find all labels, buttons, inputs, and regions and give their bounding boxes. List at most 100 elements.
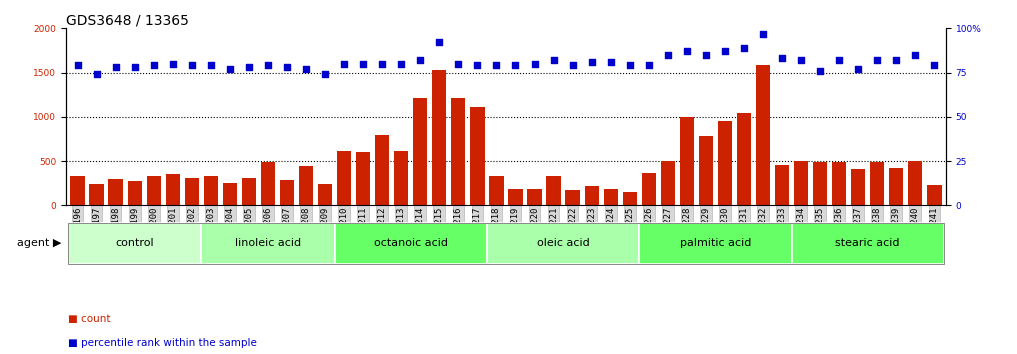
Point (336, 61, 352, 67)
Point (412, 57, 428, 63)
Point (564, 63, 581, 68)
Point (660, 52, 676, 58)
Point (736, 45, 753, 51)
Point (165, 61, 181, 67)
Bar (89, 184, 104, 205)
Point (584, 59, 600, 65)
Point (431, 40, 447, 45)
Point (279, 64, 295, 70)
Point (69, 63, 85, 68)
Text: palmitic acid: palmitic acid (679, 238, 752, 249)
Bar (70, 176, 84, 205)
Point (793, 57, 810, 63)
Text: ■ percentile rank within the sample: ■ percentile rank within the sample (68, 338, 257, 348)
Bar (642, 172, 656, 205)
Bar (318, 184, 333, 205)
Bar (223, 183, 237, 205)
Bar (737, 113, 752, 205)
Point (545, 57, 561, 63)
Text: oleic acid: oleic acid (537, 238, 590, 249)
Bar (166, 174, 180, 205)
Point (602, 59, 618, 65)
Bar (146, 176, 161, 205)
Point (755, 31, 771, 36)
Point (850, 66, 866, 72)
Point (907, 52, 923, 58)
Point (298, 66, 314, 72)
Bar (794, 161, 809, 205)
Bar (260, 162, 275, 205)
Point (317, 72, 334, 77)
Bar (109, 179, 123, 205)
Bar (432, 70, 446, 205)
Bar (851, 169, 865, 205)
Point (698, 52, 714, 58)
Point (241, 64, 257, 70)
Point (831, 57, 847, 63)
Text: control: control (115, 238, 154, 249)
Bar (679, 117, 694, 205)
Bar (203, 176, 218, 205)
Point (774, 56, 790, 61)
Text: stearic acid: stearic acid (836, 238, 900, 249)
Bar (127, 181, 141, 205)
Bar (871, 162, 885, 205)
Bar (775, 166, 789, 205)
Point (394, 61, 410, 67)
Point (202, 63, 219, 68)
Bar (813, 161, 827, 205)
Bar (395, 151, 409, 205)
Point (641, 63, 657, 68)
Bar (546, 176, 560, 205)
Point (222, 66, 238, 72)
Text: octanoic acid: octanoic acid (374, 238, 447, 249)
Bar (661, 161, 675, 205)
Point (126, 64, 142, 70)
Bar (337, 152, 351, 205)
Text: agent ▶: agent ▶ (16, 238, 61, 249)
Point (527, 61, 543, 67)
Text: GDS3648 / 13365: GDS3648 / 13365 (66, 13, 189, 27)
Point (88, 72, 105, 77)
Point (355, 61, 371, 67)
Bar (565, 190, 580, 205)
Bar (718, 121, 732, 205)
Bar (756, 65, 770, 205)
Bar (242, 178, 256, 205)
Point (926, 63, 943, 68)
Bar (356, 152, 370, 205)
Point (469, 63, 485, 68)
Point (888, 57, 904, 63)
Bar (889, 168, 903, 205)
Bar (470, 107, 484, 205)
Bar (299, 166, 313, 205)
Bar (585, 186, 599, 205)
Text: linoleic acid: linoleic acid (235, 238, 301, 249)
Point (717, 48, 733, 54)
Bar (603, 189, 617, 205)
Text: ■ count: ■ count (68, 314, 111, 324)
Bar (489, 176, 503, 205)
Bar (280, 180, 294, 205)
Point (507, 63, 524, 68)
Bar (928, 184, 942, 205)
Bar (185, 178, 199, 205)
Bar (413, 98, 427, 205)
Point (108, 64, 124, 70)
Point (184, 63, 200, 68)
Bar (528, 188, 542, 205)
Point (145, 63, 162, 68)
Point (621, 63, 638, 68)
Point (812, 68, 828, 74)
Bar (699, 136, 713, 205)
Bar (622, 192, 637, 205)
Point (374, 61, 391, 67)
Bar (508, 188, 523, 205)
Bar (452, 98, 466, 205)
Point (451, 61, 467, 67)
Bar (908, 161, 922, 205)
Point (678, 48, 695, 54)
Point (488, 63, 504, 68)
Point (870, 57, 886, 63)
Bar (832, 162, 846, 205)
